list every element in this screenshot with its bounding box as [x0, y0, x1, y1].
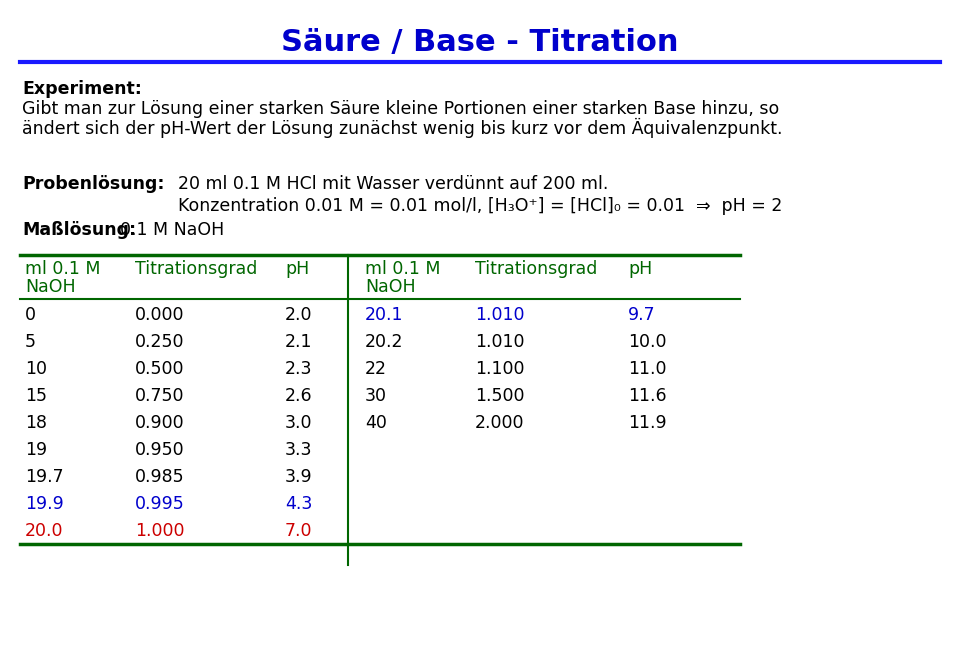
Text: pH: pH	[628, 260, 652, 278]
Text: 19.7: 19.7	[25, 468, 63, 486]
Text: 11.6: 11.6	[628, 387, 666, 405]
Text: 2.1: 2.1	[285, 333, 313, 351]
Text: NaOH: NaOH	[25, 278, 76, 296]
Text: 0.750: 0.750	[135, 387, 184, 405]
Text: 15: 15	[25, 387, 47, 405]
Text: 7.0: 7.0	[285, 522, 313, 540]
Text: 0.985: 0.985	[135, 468, 184, 486]
Text: 20.0: 20.0	[25, 522, 63, 540]
Text: Probenlösung:: Probenlösung:	[22, 175, 164, 193]
Text: 1.010: 1.010	[475, 306, 524, 324]
Text: 1.100: 1.100	[475, 360, 524, 378]
Text: 1.000: 1.000	[135, 522, 184, 540]
Text: Konzentration 0.01 M = 0.01 mol/l, [H₃O⁺] = [HCl]₀ = 0.01  ⇒  pH = 2: Konzentration 0.01 M = 0.01 mol/l, [H₃O⁺…	[178, 197, 782, 215]
Text: ändert sich der pH-Wert der Lösung zunächst wenig bis kurz vor dem Äquivalenzpun: ändert sich der pH-Wert der Lösung zunäc…	[22, 118, 782, 138]
Text: 20.1: 20.1	[365, 306, 403, 324]
Text: 0.995: 0.995	[135, 495, 184, 513]
Text: Titrationsgrad: Titrationsgrad	[475, 260, 597, 278]
Text: 30: 30	[365, 387, 387, 405]
Text: 0: 0	[25, 306, 36, 324]
Text: 5: 5	[25, 333, 36, 351]
Text: Titrationsgrad: Titrationsgrad	[135, 260, 257, 278]
Text: 3.9: 3.9	[285, 468, 313, 486]
Text: 40: 40	[365, 414, 387, 432]
Text: 19: 19	[25, 441, 47, 459]
Text: 22: 22	[365, 360, 387, 378]
Text: 0.1 M NaOH: 0.1 M NaOH	[120, 221, 225, 239]
Text: 2.0: 2.0	[285, 306, 313, 324]
Text: Maßlösung:: Maßlösung:	[22, 221, 136, 239]
Text: pH: pH	[285, 260, 309, 278]
Text: Gibt man zur Lösung einer starken Säure kleine Portionen einer starken Base hinz: Gibt man zur Lösung einer starken Säure …	[22, 100, 780, 118]
Text: 10: 10	[25, 360, 47, 378]
Text: Experiment:: Experiment:	[22, 80, 142, 98]
Text: 9.7: 9.7	[628, 306, 656, 324]
Text: 0.000: 0.000	[135, 306, 184, 324]
Text: Säure / Base - Titration: Säure / Base - Titration	[281, 28, 679, 57]
Text: 4.3: 4.3	[285, 495, 312, 513]
Text: NaOH: NaOH	[365, 278, 416, 296]
Text: 0.500: 0.500	[135, 360, 184, 378]
Text: 2.3: 2.3	[285, 360, 313, 378]
Text: 0.250: 0.250	[135, 333, 184, 351]
Text: 18: 18	[25, 414, 47, 432]
Text: 3.3: 3.3	[285, 441, 313, 459]
Text: 0.950: 0.950	[135, 441, 184, 459]
Text: 1.010: 1.010	[475, 333, 524, 351]
Text: ml 0.1 M: ml 0.1 M	[25, 260, 101, 278]
Text: 1.500: 1.500	[475, 387, 524, 405]
Text: ml 0.1 M: ml 0.1 M	[365, 260, 441, 278]
Text: 11.9: 11.9	[628, 414, 666, 432]
Text: 3.0: 3.0	[285, 414, 313, 432]
Text: 20 ml 0.1 M HCl mit Wasser verdünnt auf 200 ml.: 20 ml 0.1 M HCl mit Wasser verdünnt auf …	[178, 175, 609, 193]
Text: 0.900: 0.900	[135, 414, 184, 432]
Text: 10.0: 10.0	[628, 333, 666, 351]
Text: 2.000: 2.000	[475, 414, 524, 432]
Text: 11.0: 11.0	[628, 360, 666, 378]
Text: 2.6: 2.6	[285, 387, 313, 405]
Text: 20.2: 20.2	[365, 333, 403, 351]
Text: 19.9: 19.9	[25, 495, 63, 513]
